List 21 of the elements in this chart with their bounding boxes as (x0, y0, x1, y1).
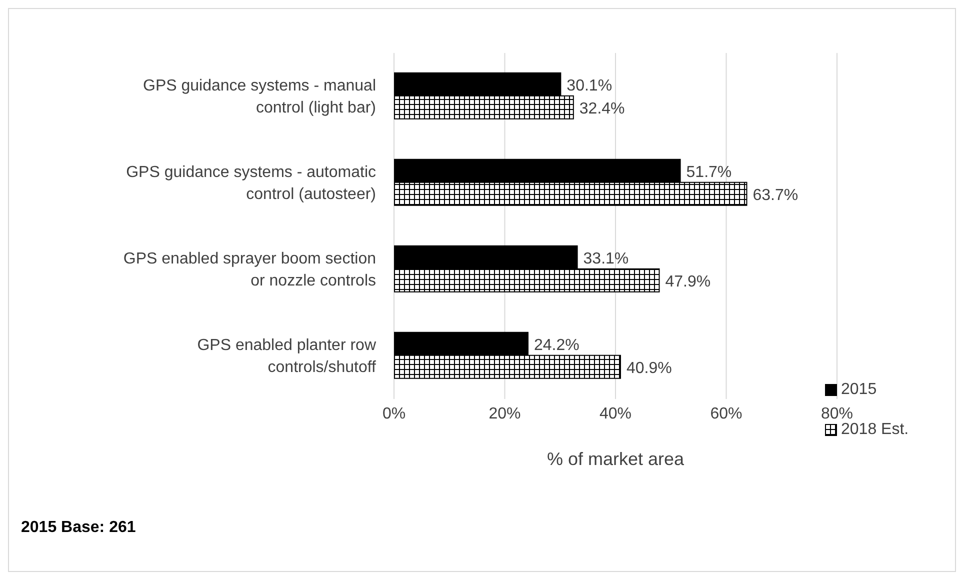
x-tick-label: 0% (382, 405, 406, 422)
data-label: 51.7% (686, 164, 732, 181)
x-tick-label: 20% (488, 405, 521, 422)
legend-label: 2015 (841, 381, 877, 399)
y-tick-label: GPS guidance systems - automatic control (autosteer) (126, 164, 376, 203)
x-tick-label: 40% (599, 405, 632, 422)
x-tick-label: 80% (820, 405, 854, 422)
text: 2015 Base: 261 (21, 519, 136, 537)
y-tick-label: GPS enabled sprayer boom section or nozzle controls (123, 250, 376, 290)
data-label: 47.9% (665, 273, 711, 290)
data-label: 32.4% (579, 100, 625, 118)
data-label: 40.9% (626, 360, 672, 377)
data-label: 63.7% (752, 186, 798, 204)
data-label: 24.2% (534, 336, 580, 354)
x-axis-title: % of market area (546, 449, 686, 469)
legend-label: 2018 Est. (841, 421, 909, 439)
data-label: 30.1% (566, 77, 612, 94)
x-tick-label: 60% (710, 405, 742, 422)
y-tick-label: GPS enabled planter row controls/shutoff (197, 336, 377, 376)
y-tick-label: GPS guidance systems - manual control (light bar) (143, 77, 376, 116)
data-label: 33.1% (583, 250, 629, 268)
